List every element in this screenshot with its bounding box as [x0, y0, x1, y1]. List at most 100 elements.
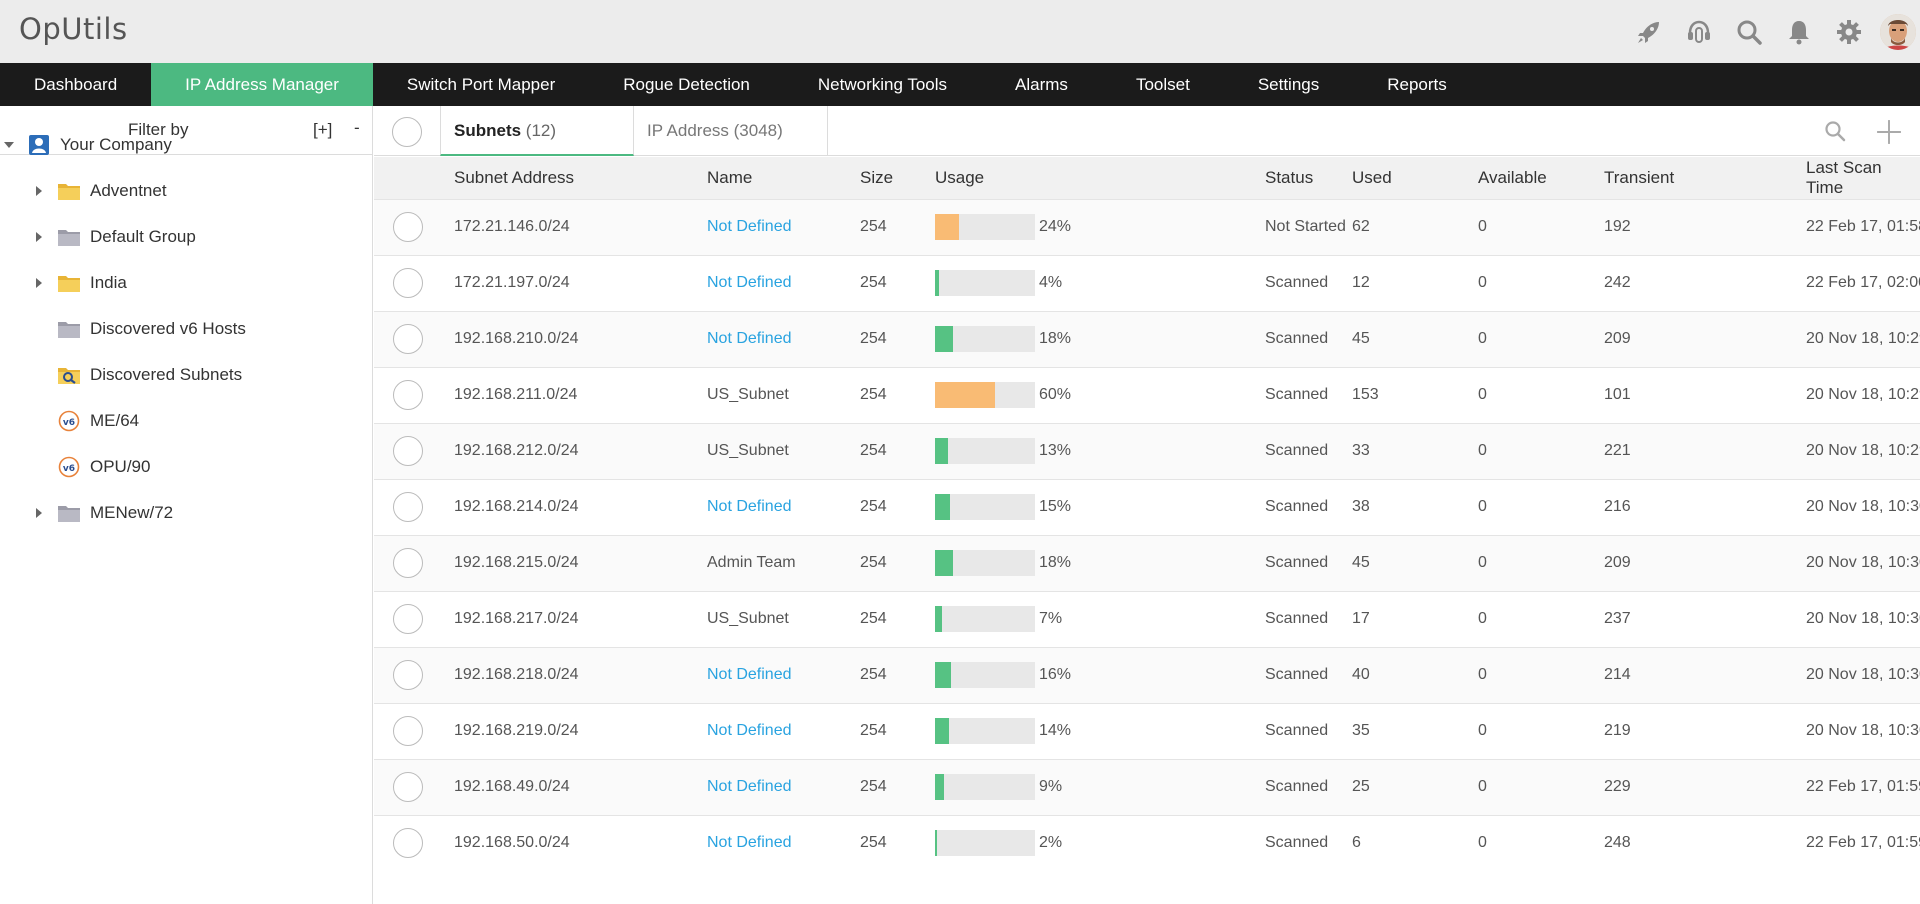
- subnet-address-cell[interactable]: 192.168.219.0/24: [454, 702, 707, 759]
- row-checkbox[interactable]: [393, 828, 423, 859]
- expand-all-button[interactable]: [+]: [313, 120, 333, 139]
- table-row[interactable]: 192.168.212.0/24 US_Subnet 254 13% Scanned 33…: [374, 422, 1920, 479]
- table-row[interactable]: 192.168.218.0/24 Not Defined 254 16% Scanned…: [374, 646, 1920, 703]
- name-link[interactable]: Not Defined: [707, 834, 792, 852]
- tree-item[interactable]: Discovered Subnets: [57, 360, 242, 390]
- name-link[interactable]: Not Defined: [707, 498, 792, 515]
- avatar[interactable]: [1880, 14, 1916, 50]
- nav-item-alarms[interactable]: Alarms: [1015, 75, 1068, 94]
- nav-item-switch-port-mapper[interactable]: Switch Port Mapper: [406, 75, 556, 94]
- column-header-usage[interactable]: Usage: [935, 157, 1138, 199]
- column-header-last-scan-time[interactable]: Last Scan Time: [1806, 157, 1920, 199]
- tree-toggle-collapsed-icon[interactable]: [36, 186, 42, 196]
- tree-item[interactable]: Discovered v6 Hosts: [57, 314, 246, 344]
- bell-icon[interactable]: [1774, 12, 1824, 52]
- add-subnet-icon[interactable]: [1876, 119, 1901, 144]
- name-link[interactable]: Not Defined: [707, 274, 792, 291]
- nav-item-networking-tools[interactable]: Networking Tools: [817, 75, 948, 94]
- tree-item[interactable]: MENew/72: [57, 498, 173, 528]
- table-row[interactable]: 192.168.50.0/24 Not Defined 254 2% Scanned 6 0…: [374, 814, 1920, 871]
- collapse-all-button[interactable]: -: [354, 118, 360, 137]
- row-checkbox[interactable]: [393, 548, 423, 578]
- column-header-size[interactable]: Size: [860, 157, 935, 199]
- column-header-name[interactable]: Name: [707, 157, 860, 199]
- subnet-address-cell[interactable]: 192.168.49.0/24: [454, 758, 707, 815]
- tree-toggle-collapsed-icon[interactable]: [36, 232, 42, 242]
- nav-item-rogue-detection[interactable]: Rogue Detection: [623, 75, 750, 94]
- table-row[interactable]: 192.168.219.0/24 Not Defined 254 14% Scanned…: [374, 702, 1920, 759]
- tree-toggle-collapsed-icon[interactable]: [36, 508, 42, 518]
- tree-item[interactable]: v6 ME/64: [57, 406, 139, 436]
- gear-icon[interactable]: [1824, 12, 1874, 52]
- row-checkbox[interactable]: [393, 772, 423, 802]
- table-row[interactable]: 192.168.210.0/24 Not Defined 254 18% Scanned…: [374, 310, 1920, 367]
- table-row[interactable]: 192.168.49.0/24 Not Defined 254 9% Scanned 25…: [374, 758, 1920, 815]
- name-link[interactable]: Not Defined: [707, 218, 792, 235]
- subnet-address-cell[interactable]: 192.168.211.0/24: [454, 366, 707, 423]
- table-row[interactable]: 192.168.215.0/24 Admin Team 254 18% Scanned 4…: [374, 534, 1920, 591]
- row-checkbox[interactable]: [393, 380, 423, 410]
- table-search-icon[interactable]: [1823, 119, 1847, 143]
- tree-item[interactable]: India: [57, 268, 127, 298]
- table-row[interactable]: 172.21.146.0/24 Not Defined 254 24% Not Star…: [374, 198, 1920, 255]
- tab-subnets[interactable]: Subnets (12): [440, 106, 634, 156]
- subnet-address-cell[interactable]: 172.21.146.0/24: [454, 198, 707, 255]
- row-checkbox[interactable]: [393, 436, 423, 466]
- usage-cell: 14%: [935, 702, 1265, 759]
- row-checkbox[interactable]: [393, 324, 423, 354]
- row-checkbox[interactable]: [393, 268, 423, 298]
- row-checkbox[interactable]: [393, 716, 423, 746]
- name-cell[interactable]: Not Defined: [707, 646, 860, 703]
- name-link[interactable]: Not Defined: [707, 330, 792, 347]
- subnet-address-cell[interactable]: 192.168.215.0/24: [454, 534, 707, 591]
- column-header-subnet-address[interactable]: Subnet Address: [454, 157, 707, 199]
- column-header-used[interactable]: Used: [1352, 157, 1478, 199]
- name-cell[interactable]: Not Defined: [707, 702, 860, 759]
- subnet-address-cell[interactable]: 192.168.217.0/24: [454, 590, 707, 647]
- row-checkbox[interactable]: [393, 212, 423, 242]
- tree-toggle-expanded-icon[interactable]: [4, 142, 14, 148]
- column-header-status[interactable]: Status: [1265, 157, 1352, 199]
- table-row[interactable]: 192.168.217.0/24 US_Subnet 254 7% Scanned 17 0…: [374, 590, 1920, 647]
- tree-item[interactable]: Your Company: [27, 130, 172, 160]
- name-cell[interactable]: Not Defined: [707, 478, 860, 535]
- name-link[interactable]: Not Defined: [707, 666, 792, 683]
- tree-item[interactable]: v6 OPU/90: [57, 452, 150, 482]
- name-link[interactable]: Not Defined: [707, 722, 792, 739]
- tree-toggle-collapsed-icon[interactable]: [36, 278, 42, 288]
- rocket-icon[interactable]: [1624, 12, 1674, 52]
- row-checkbox[interactable]: [393, 604, 423, 634]
- table-row[interactable]: 172.21.197.0/24 Not Defined 254 4% Scanned 12…: [374, 254, 1920, 311]
- name-cell[interactable]: Not Defined: [707, 254, 860, 311]
- name-link[interactable]: Not Defined: [707, 778, 792, 795]
- column-header-available[interactable]: Available: [1478, 157, 1604, 199]
- tab-ip-address[interactable]: IP Address (3048): [634, 106, 828, 156]
- subnet-address-cell[interactable]: 172.21.197.0/24: [454, 254, 707, 311]
- column-header-transient[interactable]: Transient: [1604, 157, 1806, 199]
- tree-item[interactable]: Default Group: [57, 222, 196, 252]
- nav-item-ip-address-manager[interactable]: IP Address Manager: [151, 63, 373, 106]
- tree-item[interactable]: Adventnet: [57, 176, 167, 206]
- name-cell[interactable]: Not Defined: [707, 198, 860, 255]
- headset-icon[interactable]: [1674, 12, 1724, 52]
- table-row[interactable]: 192.168.211.0/24 US_Subnet 254 60% Scanned 15…: [374, 366, 1920, 423]
- table-row[interactable]: 192.168.214.0/24 Not Defined 254 15% Scanned…: [374, 478, 1920, 535]
- app-logo[interactable]: OpUtils: [19, 12, 128, 46]
- nav-item-reports[interactable]: Reports: [1387, 75, 1447, 94]
- search-icon[interactable]: [1724, 12, 1774, 52]
- row-checkbox[interactable]: [393, 660, 423, 690]
- subnet-address-cell[interactable]: 192.168.50.0/24: [454, 814, 707, 871]
- select-all-checkbox[interactable]: [392, 117, 422, 147]
- name-cell[interactable]: Not Defined: [707, 814, 860, 871]
- subnet-address-cell[interactable]: 192.168.218.0/24: [454, 646, 707, 703]
- nav-item-dashboard[interactable]: Dashboard: [34, 75, 118, 94]
- nav-item-toolset[interactable]: Toolset: [1135, 75, 1190, 94]
- subnet-address-cell[interactable]: 192.168.212.0/24: [454, 422, 707, 479]
- row-checkbox[interactable]: [393, 492, 423, 522]
- subnet-address-cell[interactable]: 192.168.214.0/24: [454, 478, 707, 535]
- name-cell[interactable]: Not Defined: [707, 310, 860, 367]
- nav-item-settings[interactable]: Settings: [1257, 75, 1320, 94]
- used-cell: 6: [1352, 814, 1478, 871]
- name-cell[interactable]: Not Defined: [707, 758, 860, 815]
- subnet-address-cell[interactable]: 192.168.210.0/24: [454, 310, 707, 367]
